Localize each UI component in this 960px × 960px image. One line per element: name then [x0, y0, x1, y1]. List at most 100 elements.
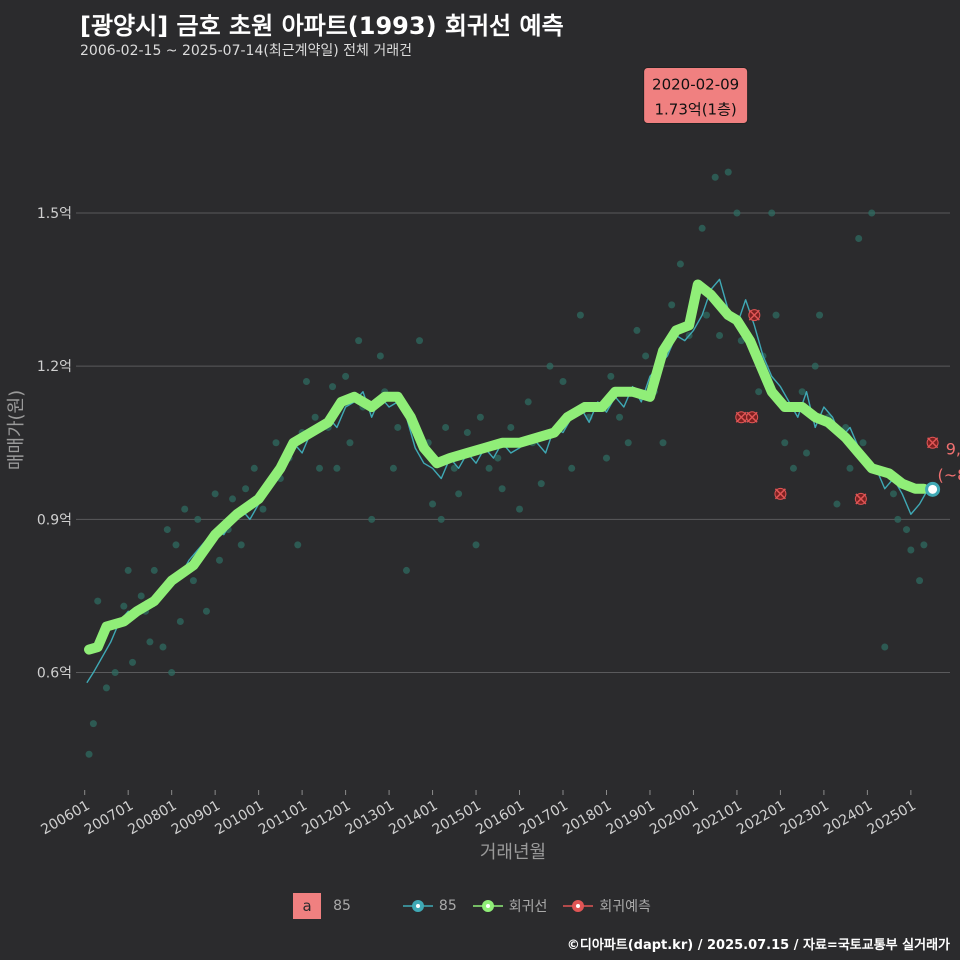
scatter-point [607, 372, 615, 380]
scatter-point [250, 464, 258, 472]
y-tick-label: 0.9억 [37, 512, 72, 528]
scatter-point [568, 464, 576, 472]
forecast-marker [854, 492, 867, 505]
scatter-point [302, 377, 310, 385]
x-tick-label: 202401 [821, 798, 875, 839]
scatter-point [463, 429, 471, 437]
legend: a 85 85 회귀선 회귀예측 [0, 893, 960, 919]
regression-path [84, 279, 929, 655]
scatter-point [755, 388, 763, 396]
green-line-dot-icon [472, 900, 503, 912]
scatter-point [803, 449, 811, 457]
x-tick-label: 200601 [38, 798, 92, 839]
scatter-point [450, 464, 458, 472]
forecast-x [735, 411, 747, 423]
scatter-point [668, 301, 676, 309]
scatter-point [163, 526, 171, 534]
scatter-point [429, 500, 437, 508]
scatter-point [698, 224, 706, 232]
max-callout-price: 1.73억(1층) [655, 101, 737, 119]
scatter-point [724, 168, 732, 176]
scatter-point [120, 602, 128, 610]
y-tick-label: 0.6억 [37, 666, 72, 682]
x-tick-label: 202001 [647, 798, 701, 839]
scatter-point [176, 617, 184, 625]
scatter-point [768, 209, 776, 217]
x-tick-label: 200701 [82, 798, 136, 839]
scatter-point [881, 643, 889, 651]
legend-item-85: 85 [402, 896, 457, 916]
scatter-point [798, 388, 806, 396]
scatter-point [472, 541, 480, 549]
scatter-point [229, 495, 237, 503]
red-line-dot-icon [563, 900, 594, 912]
scatter-point [211, 490, 219, 498]
scatter-point [259, 505, 267, 513]
scatter-point [833, 500, 841, 508]
forecast-x [748, 309, 760, 321]
x-tick-label: 200901 [169, 798, 223, 839]
series-85-path [86, 278, 929, 684]
legend-item-regression: 회귀선 [472, 896, 547, 916]
annotations: 2020-02-09 1.73억(1층) 9,588 (~85㎡) [643, 67, 960, 497]
scatter-point [516, 505, 524, 513]
y-axis-label: 매매가(원) [6, 390, 27, 470]
scatter-point [546, 362, 554, 370]
scatter-point [150, 566, 158, 574]
scatter-point [498, 485, 506, 493]
scatter-point [476, 413, 484, 421]
scatter-point [907, 546, 915, 554]
scatter-point [124, 566, 132, 574]
latest-area: (~85㎡) [937, 465, 960, 484]
y-axis-ticks: 0.6억 0.9억 1.2억 1.5억 [37, 206, 72, 682]
scatter-point [181, 505, 189, 513]
scatter-point [316, 464, 324, 472]
scatter-point [202, 607, 210, 615]
forecast-marker [774, 487, 787, 500]
legend-label-forecast: 회귀예측 [599, 899, 651, 915]
scatter-point [507, 423, 515, 431]
scatter-point [455, 490, 463, 498]
x-tick-label: 201401 [386, 798, 440, 839]
forecast-points [735, 309, 939, 505]
scatter-point [172, 541, 180, 549]
x-tick-label: 201001 [212, 798, 266, 839]
scatter-point [146, 638, 154, 646]
scatter-point [816, 311, 824, 319]
scatter-point [137, 592, 145, 600]
scatter-point [102, 684, 110, 692]
scatter-point [376, 352, 384, 360]
scatter-point [85, 750, 93, 758]
legend-label-85: 85 [438, 898, 457, 914]
chart-subtitle: 2006-02-15 ~ 2025-07-14(최근계약일) 전체 거래건 [80, 43, 412, 59]
y-tick-label: 1.2억 [37, 359, 72, 375]
forecast-x [774, 488, 786, 500]
forecast-marker [748, 309, 761, 322]
scatter-point [237, 541, 245, 549]
scatter-point [524, 398, 532, 406]
scatter-point [903, 526, 911, 534]
scatter-point [842, 423, 850, 431]
scatter-point [576, 311, 584, 319]
legend-label-box: a [293, 893, 322, 919]
scatter-point [416, 337, 424, 345]
regression-line [84, 279, 929, 655]
x-tick-label: 200801 [125, 798, 179, 839]
scatter-point [311, 413, 319, 421]
scatter-point [537, 480, 545, 488]
scatter-point [889, 490, 897, 498]
teal-line-dot-icon [402, 900, 433, 912]
x-tick-label: 201301 [343, 798, 397, 839]
scatter-point [355, 337, 363, 345]
scatter-point [868, 209, 876, 217]
scatter-point [394, 423, 402, 431]
scatter-point [642, 352, 650, 360]
scatter-point [494, 454, 502, 462]
forecast-x [927, 437, 939, 449]
series-85-line [86, 278, 929, 684]
forecast-marker [926, 436, 939, 449]
scatter-point [294, 541, 302, 549]
legend-label-value: 85 [333, 898, 351, 914]
scatter-point [711, 173, 719, 181]
source-credit: ©디아파트(dapt.kr) / 2025.07.15 / 자료=국토교통부 실… [566, 938, 950, 953]
